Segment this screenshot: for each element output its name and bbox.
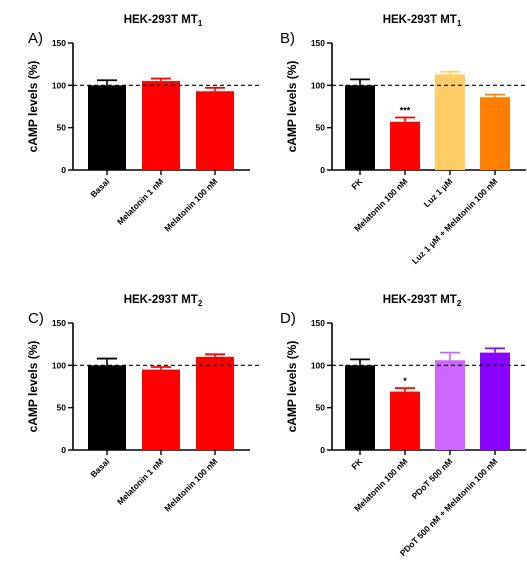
chart-title: HEK-293T MT1 (383, 14, 462, 28)
bar (435, 74, 465, 170)
y-tick-label: 0 (61, 445, 66, 455)
chart-panel-4: D) HEK-293T MT2 cAMP levels (%) 0 50 100 150 FK… (280, 294, 527, 558)
chart-title-subscript: 1 (457, 19, 462, 28)
x-tick-label: Melatonin 100 nM (162, 176, 219, 233)
x-tick-label: Melatonin 100 nM (162, 456, 219, 513)
y-tick-label: 0 (320, 165, 325, 175)
x-tick-label: Melatonin 1 nM (115, 456, 165, 506)
chart-panel-1: A) HEK-293T MT1 cAMP levels (%) 0 50 100 150 Ba… (26, 14, 260, 234)
bar (345, 365, 375, 450)
y-tick-label: 50 (57, 123, 67, 133)
panel-letter: D) (280, 310, 296, 327)
y-tick-label: 150 (311, 318, 325, 328)
chart-panel-3: C) HEK-293T MT2 cAMP levels (%) 0 50 100 150 Ba… (26, 294, 260, 514)
x-tick-label: PDoT 500 nM (410, 456, 455, 501)
y-tick-label: 150 (52, 318, 66, 328)
bar (142, 81, 180, 170)
chart-title: HEK-293T MT1 (124, 14, 203, 28)
panel-letter: B) (280, 30, 295, 47)
y-tick-label: 150 (311, 38, 325, 48)
bar (196, 356, 234, 450)
y-axis-label: cAMP levels (%) (26, 61, 40, 153)
x-tick-label: Luz 1 μM (422, 176, 455, 209)
y-tick-label: 100 (311, 80, 325, 90)
y-tick-label: 50 (57, 403, 67, 413)
chart-panel-2: B) HEK-293T MT1 cAMP levels (%) 0 50 100 150 FK… (280, 14, 527, 266)
y-tick-label: 100 (52, 360, 66, 370)
y-tick-label: 100 (52, 80, 66, 90)
panel-letter: A) (28, 30, 43, 47)
chart-title-main: HEK-293T MT (383, 14, 457, 26)
x-tick-label: FK (349, 176, 365, 192)
chart-title-subscript: 2 (198, 299, 203, 308)
x-tick-label: PDoT 500 nM + Melatonin 100 nM (398, 456, 500, 558)
chart-title-subscript: 1 (198, 19, 203, 28)
bar (480, 97, 510, 170)
x-tick-label: Melatonin 1 nM (115, 176, 165, 226)
bar (88, 365, 126, 450)
x-tick-label: Basal (88, 456, 111, 479)
x-tick-label: Luz 1 μM + Melatonin 100 nM (410, 176, 500, 266)
chart-title-main: HEK-293T MT (383, 294, 457, 306)
chart-title: HEK-293T MT2 (124, 294, 203, 308)
y-tick-label: 150 (52, 38, 66, 48)
bar (390, 121, 420, 170)
panel-letter: C) (28, 310, 44, 327)
chart-title-subscript: 2 (457, 299, 462, 308)
significance-marker: *** (400, 106, 411, 116)
bar (196, 91, 234, 170)
bar (345, 85, 375, 170)
chart-title-main: HEK-293T MT (124, 14, 198, 26)
y-tick-label: 50 (316, 403, 326, 413)
y-tick-label: 0 (61, 165, 66, 175)
bar (142, 369, 180, 450)
y-axis-label: cAMP levels (%) (26, 341, 40, 433)
bar (390, 391, 420, 450)
y-tick-label: 100 (311, 360, 325, 370)
x-tick-label: Basal (88, 176, 111, 199)
significance-marker: * (403, 376, 407, 386)
y-tick-label: 50 (316, 123, 326, 133)
y-axis-label: cAMP levels (%) (285, 341, 299, 433)
bar (88, 85, 126, 170)
chart-title-main: HEK-293T MT (124, 294, 198, 306)
bar (480, 352, 510, 450)
chart-title: HEK-293T MT2 (383, 294, 462, 308)
bar (435, 360, 465, 450)
y-axis-label: cAMP levels (%) (285, 61, 299, 153)
y-tick-label: 0 (320, 445, 325, 455)
x-tick-label: FK (349, 456, 365, 472)
